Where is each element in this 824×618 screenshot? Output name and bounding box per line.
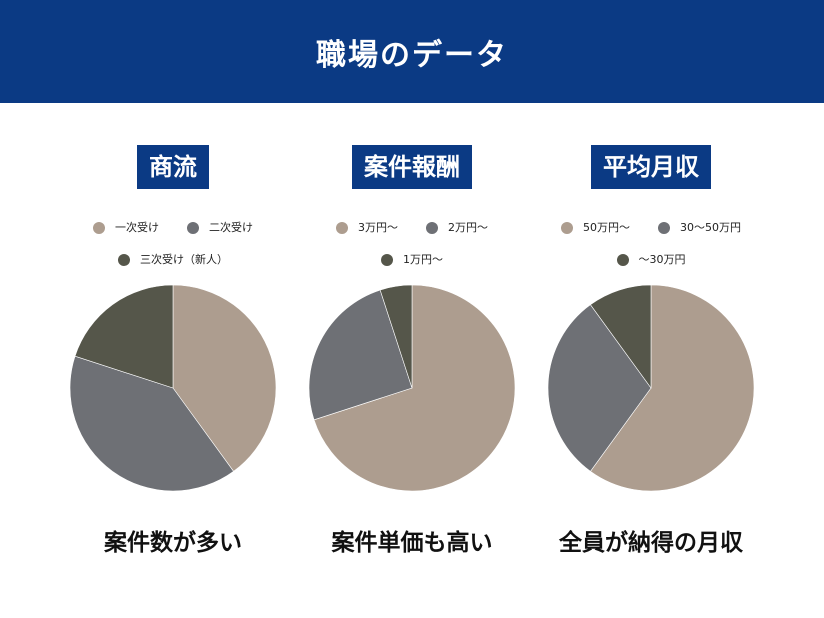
legend-label: 2万円〜 (448, 221, 488, 234)
pie-chart (547, 284, 755, 492)
legend-item: 30〜50万円 (658, 219, 741, 237)
pie-slice (547, 304, 652, 472)
chart-legend: 一次受け 二次受け 三次受け（新人） (53, 219, 293, 269)
legend-swatch (426, 222, 438, 234)
legend-swatch (118, 254, 130, 266)
legend-item: 〜30万円 (616, 251, 686, 269)
legend-item: 50万円〜 (561, 219, 630, 237)
chart-legend: 50万円〜 30〜50万円 〜30万円 (531, 219, 771, 269)
legend-swatch (381, 254, 393, 266)
pie-slice (74, 284, 174, 389)
pie-slice (308, 289, 413, 421)
pie-slice (172, 284, 277, 472)
chart-panel-project-fee: 案件報酬 3万円〜 2万円〜 1万円〜 案件単価も高い (292, 145, 532, 565)
legend-label: 1万円〜 (403, 253, 443, 266)
legend-swatch (187, 222, 199, 234)
chart-legend: 3万円〜 2万円〜 1万円〜 (292, 219, 532, 269)
legend-label: 〜30万円 (638, 253, 686, 266)
pie-slice (313, 284, 516, 492)
legend-swatch (336, 222, 348, 234)
legend-label: 二次受け (209, 221, 253, 234)
pie-chart (308, 284, 516, 492)
chart-title: 商流 (137, 145, 209, 189)
chart-title: 案件報酬 (352, 145, 472, 189)
chart-caption: 案件単価も高い (331, 530, 493, 556)
legend-label: 一次受け (115, 221, 159, 234)
pie-slice (590, 284, 755, 492)
legend-item: 三次受け（新人） (118, 251, 228, 269)
pie-slice (590, 284, 652, 389)
pie-slice (379, 284, 413, 389)
legend-label: 50万円〜 (583, 221, 630, 234)
pie-chart (69, 284, 277, 492)
legend-swatch (616, 254, 629, 266)
legend-label: 三次受け（新人） (140, 253, 228, 266)
chart-panel-average-income: 平均月収 50万円〜 30〜50万円 〜30万円 全員が納得の月収 (531, 145, 771, 565)
chart-title: 平均月収 (591, 145, 711, 189)
legend-swatch (658, 222, 670, 234)
legend-swatch (561, 222, 573, 234)
page-title: 職場のデータ (316, 37, 508, 73)
legend-item: 一次受け (93, 219, 159, 237)
chart-caption: 案件数が多い (104, 530, 242, 556)
legend-item: 二次受け (187, 219, 253, 237)
legend-label: 3万円〜 (358, 221, 398, 234)
legend-swatch (93, 222, 105, 234)
pie-slice (69, 355, 234, 492)
legend-item: 2万円〜 (426, 219, 488, 237)
chart-panel-commercial-flow: 商流 一次受け 二次受け 三次受け（新人） 案件数が多い (53, 145, 293, 565)
chart-caption: 全員が納得の月収 (559, 530, 743, 556)
header-banner: 職場のデータ (0, 0, 824, 103)
legend-item: 1万円〜 (381, 251, 443, 269)
legend-item: 3万円〜 (336, 219, 398, 237)
legend-label: 30〜50万円 (680, 221, 741, 234)
